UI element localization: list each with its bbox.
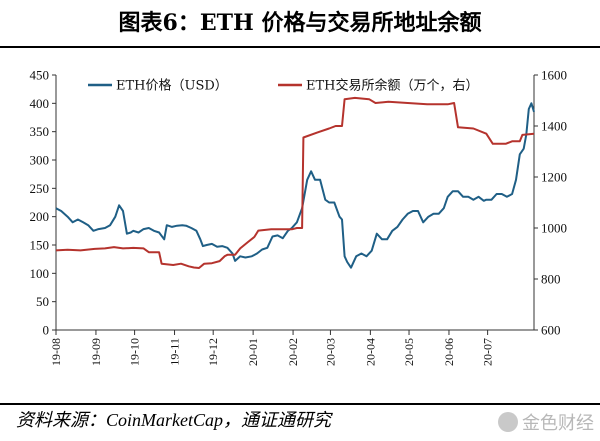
source-note: 资料来源：CoinMarketCap，通证通研究	[16, 410, 331, 430]
watermark-logo-icon	[498, 412, 518, 432]
x-tick-label: 20-05	[402, 338, 416, 366]
x-tick-label: 19-12	[206, 338, 220, 366]
left-tick-label: 250	[30, 181, 50, 196]
top-rule	[0, 46, 600, 48]
left-tick-label: 350	[30, 124, 50, 139]
left-tick-label: 450	[30, 68, 50, 83]
right-tick-label: 1600	[541, 68, 567, 83]
exchange-balance-line	[55, 96, 535, 269]
right-tick-label: 600	[541, 323, 561, 338]
left-tick-label: 0	[43, 323, 50, 338]
x-tick-label: 19-11	[168, 338, 182, 366]
left-tick-label: 100	[30, 266, 50, 281]
line-chart: 0 50 100 150 200 250 300 350 400 450 600 800 1000 120…	[30, 68, 568, 367]
right-tick-label: 1400	[541, 119, 567, 134]
x-tick-label: 20-02	[286, 338, 300, 366]
left-tick-label: 50	[36, 294, 49, 309]
left-tick-label: 200	[30, 209, 50, 224]
watermark-text: 金色财经	[522, 413, 594, 434]
x-tick-label: 20-03	[323, 338, 337, 366]
chart-title: 图表6：ETH 价格与交易所地址余额	[118, 10, 482, 36]
left-tick-label: 400	[30, 96, 50, 111]
legend-label: ETH交易所余额（万个，右）	[306, 78, 479, 94]
bottom-rule	[0, 403, 600, 405]
x-tick-label: 20-01	[246, 338, 260, 366]
watermark: 金色财经	[498, 409, 594, 435]
x-tick-label: 19-10	[128, 338, 142, 366]
left-tick-label: 300	[30, 153, 50, 168]
x-tick-label: 20-07	[481, 338, 495, 366]
x-tick-label: 20-06	[442, 338, 456, 366]
left-tick-label: 150	[30, 238, 50, 253]
x-tick-label: 19-09	[89, 338, 103, 366]
x-tick-label: 19-08	[49, 338, 63, 366]
legend-label: ETH价格（USD）	[116, 78, 228, 94]
right-tick-label: 1000	[541, 221, 567, 236]
right-tick-label: 1200	[541, 170, 567, 185]
right-tick-label: 800	[541, 272, 561, 287]
x-tick-label: 20-04	[363, 338, 377, 366]
